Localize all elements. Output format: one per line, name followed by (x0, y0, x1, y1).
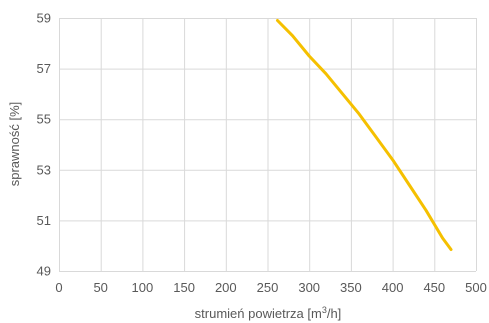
horizontal-gridlines (59, 18, 476, 272)
y-tick-label: 55 (37, 112, 51, 127)
x-tick-label: 300 (298, 280, 320, 295)
x-tick-label: 450 (423, 280, 445, 295)
y-tick-labels: 49 51 53 55 57 59 (37, 11, 51, 279)
x-tick-label: 500 (465, 280, 487, 295)
x-tick-label: 150 (173, 280, 195, 295)
y-tick-label: 59 (37, 11, 51, 26)
x-axis-title-main: strumień powietrza [m (195, 306, 322, 321)
x-tick-label: 400 (382, 280, 404, 295)
vertical-gridlines (59, 18, 477, 271)
y-tick-label: 49 (37, 264, 51, 279)
series-group (276, 19, 453, 251)
x-tick-label: 100 (132, 280, 154, 295)
y-axis-title: sprawność [%] (7, 102, 22, 187)
y-tick-label: 51 (37, 213, 51, 228)
x-tick-label: 250 (257, 280, 279, 295)
y-tick-label: 57 (37, 61, 51, 76)
x-tick-label: 200 (215, 280, 237, 295)
y-tick-label: 53 (37, 162, 51, 177)
x-axis-title-superscript: 3 (322, 305, 327, 315)
x-tick-label: 350 (340, 280, 362, 295)
x-tick-label: 50 (93, 280, 107, 295)
series-line (276, 19, 453, 251)
x-axis-title: strumień powietrza [m3/h] (195, 305, 342, 321)
x-tick-label: 0 (55, 280, 62, 295)
x-tick-labels: 0 50 100 150 200 250 300 350 400 450 500 (55, 280, 486, 295)
x-axis-title-tail: /h] (327, 306, 341, 321)
